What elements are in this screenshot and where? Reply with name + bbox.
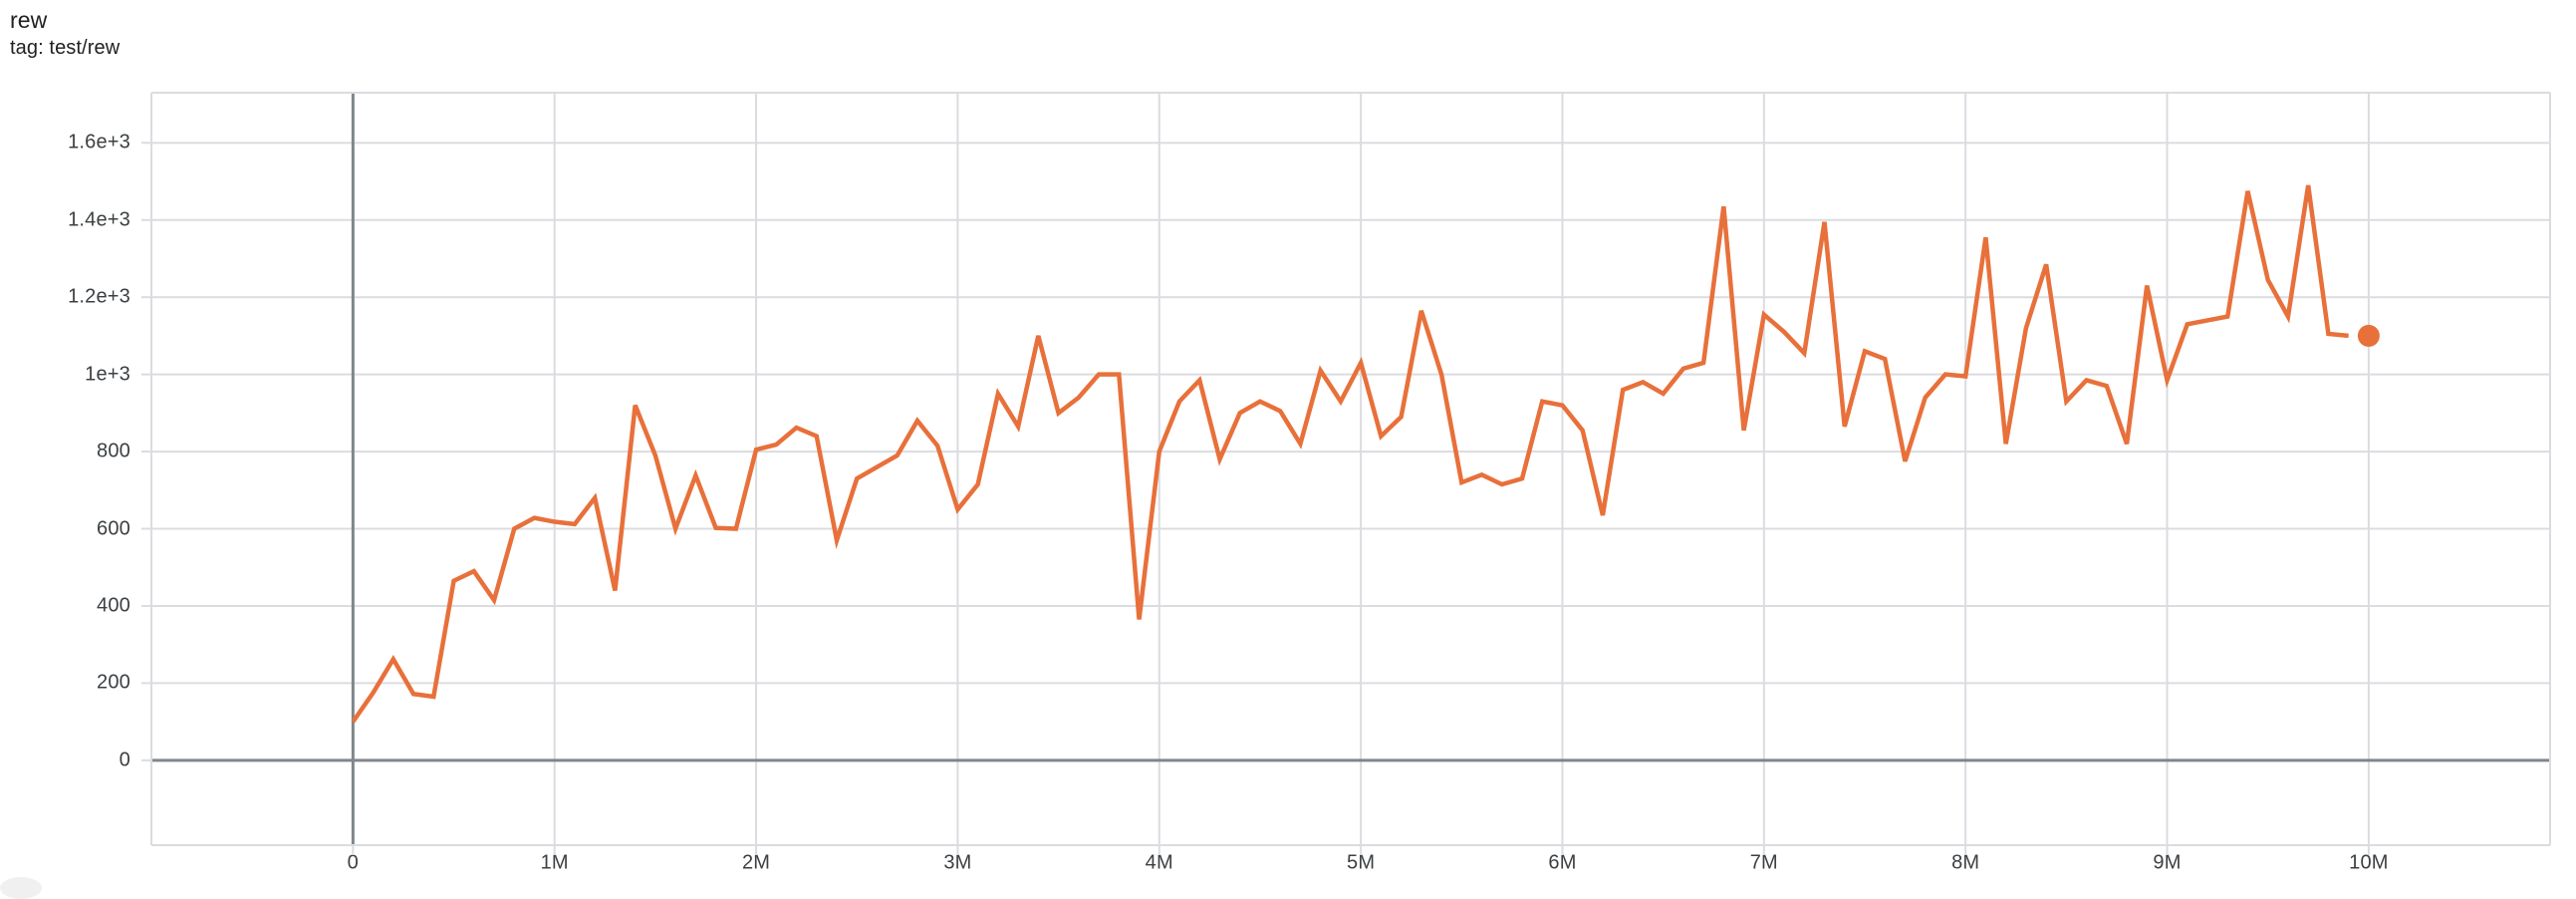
x-tick-label: 0 (347, 851, 360, 874)
chart-header: rew tag: test/rew (10, 6, 120, 61)
axis-tick-marks (141, 142, 2370, 855)
x-tick-label: 1M (540, 851, 569, 874)
series-line-test-rew[interactable] (351, 184, 2349, 724)
y-tick-label: 1e+3 (85, 363, 130, 386)
y-tick-label: 1.6e+3 (68, 131, 130, 153)
loading-indicator (0, 877, 42, 899)
y-tick-label: 400 (97, 594, 130, 617)
y-tick-label: 1.4e+3 (68, 208, 130, 231)
x-tick-label: 9M (2153, 851, 2182, 874)
y-tick-label: 800 (97, 440, 130, 462)
plot-border (150, 92, 2551, 846)
x-tick-label: 6M (1548, 851, 1577, 874)
y-tick-label: 0 (119, 749, 130, 771)
x-tick-label: 5M (1347, 851, 1376, 874)
x-tick-label: 7M (1749, 851, 1778, 874)
data-series-line[interactable] (351, 184, 2349, 724)
y-tick-label: 600 (97, 517, 130, 539)
x-tick-label: 8M (1951, 851, 1980, 874)
x-tick-label: 3M (943, 851, 972, 874)
y-tick-label: 200 (97, 671, 130, 694)
endpoint-dot[interactable] (2357, 324, 2380, 347)
chart-svg[interactable] (141, 92, 2551, 855)
chart-tag-subtitle: tag: test/rew (10, 36, 121, 59)
y-tick-label: 1.2e+3 (68, 285, 130, 308)
x-tick-label: 2M (741, 851, 771, 874)
x-tick-label: 10M (2349, 851, 2389, 874)
x-tick-label: 4M (1145, 851, 1173, 874)
vertical-grid-lines (553, 93, 2370, 845)
series-endpoint-marker[interactable] (2357, 324, 2380, 347)
horizontal-grid-lines (151, 142, 2550, 685)
y-axis-tick-labels: 0 200 400 600 800 1e+3 1.2e+3 1.4e+3 1.6e+3 (0, 0, 130, 899)
plot-area[interactable] (141, 92, 2551, 855)
page-title: rew (10, 7, 48, 33)
